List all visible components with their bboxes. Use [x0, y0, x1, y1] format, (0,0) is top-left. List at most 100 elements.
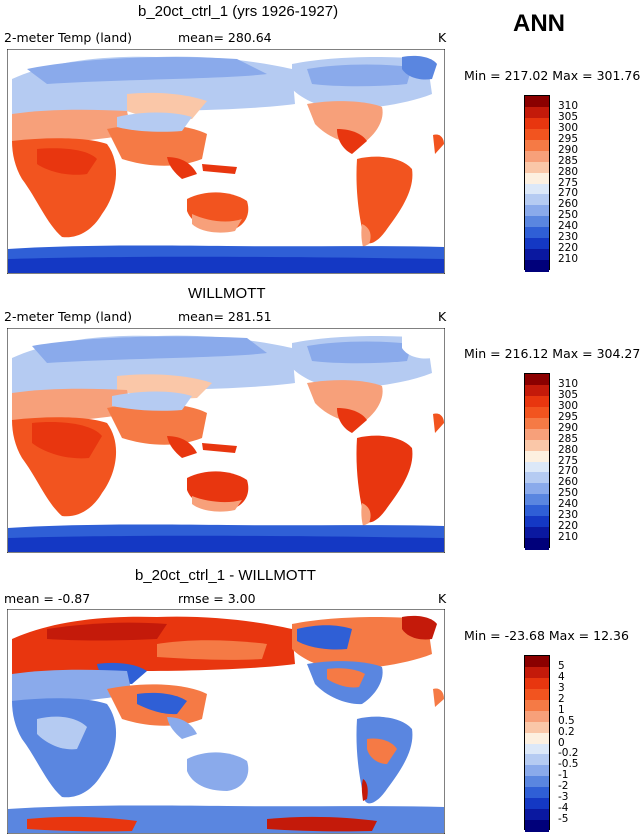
colorbar-swatch — [525, 428, 549, 441]
panel-1-colorbar — [524, 95, 550, 272]
colorbar-tick-label: 210 — [558, 531, 579, 544]
panel-1-map — [7, 49, 445, 274]
panel-1-variable-label: 2-meter Temp (land) — [4, 30, 133, 45]
colorbar-tick-label: 240 — [558, 498, 579, 511]
colorbar-tick-label: 0.5 — [558, 714, 575, 727]
colorbar-tick-label: 290 — [558, 143, 579, 156]
colorbar-swatch — [525, 238, 549, 250]
panel-3-colorbar-swatches — [524, 655, 550, 832]
colorbar-swatch — [525, 743, 549, 755]
colorbar-tick-label: 275 — [558, 176, 579, 189]
panel-3-mean-label: mean = -0.87 — [4, 591, 91, 606]
colorbar-tick-label: 230 — [558, 231, 579, 244]
colorbar-tick-label: 260 — [558, 476, 579, 489]
colorbar-swatch — [525, 754, 549, 766]
colorbar-swatch — [525, 666, 549, 679]
panel-2-variable-label: 2-meter Temp (land) — [4, 309, 133, 324]
colorbar-tick-label: 310 — [558, 99, 579, 112]
colorbar-tick-label: 0.2 — [558, 725, 575, 738]
panel-2-colorbar-swatches — [524, 373, 550, 550]
colorbar-tick-label: 5 — [558, 659, 565, 672]
colorbar-tick-label: 280 — [558, 443, 579, 456]
colorbar-swatch — [525, 820, 549, 832]
colorbar-swatch — [525, 139, 549, 152]
colorbar-tick-label: 300 — [558, 399, 579, 412]
colorbar-swatch — [525, 150, 549, 163]
colorbar-swatch — [525, 776, 549, 788]
colorbar-swatch — [525, 384, 549, 397]
colorbar-swatch — [525, 439, 549, 452]
panel-3-colorbar — [524, 655, 550, 832]
colorbar-swatch — [525, 798, 549, 810]
colorbar-tick-label: 295 — [558, 410, 579, 423]
panel-2-minmax: Min = 216.12 Max = 304.27 — [464, 346, 641, 361]
colorbar-swatch — [525, 161, 549, 174]
colorbar-tick-label: 250 — [558, 209, 579, 222]
colorbar-swatch — [525, 216, 549, 228]
panel-1-minmax: Min = 217.02 Max = 301.76 — [464, 68, 641, 83]
colorbar-swatch — [525, 677, 549, 690]
colorbar-tick-label: 0 — [558, 736, 565, 749]
colorbar-swatch — [525, 260, 549, 272]
colorbar-tick-label: 210 — [558, 253, 579, 266]
panel-3-map — [7, 609, 445, 834]
colorbar-swatch — [525, 505, 549, 517]
colorbar-tick-label: 240 — [558, 220, 579, 233]
colorbar-tick-label: -1 — [558, 769, 569, 782]
colorbar-swatch — [525, 374, 549, 386]
colorbar-swatch — [525, 527, 549, 539]
colorbar-swatch — [525, 194, 549, 206]
colorbar-tick-label: 220 — [558, 242, 579, 255]
colorbar-swatch — [525, 765, 549, 777]
colorbar-swatch — [525, 395, 549, 408]
colorbar-tick-label: 300 — [558, 121, 579, 134]
colorbar-tick-label: 285 — [558, 154, 579, 167]
colorbar-swatch — [525, 538, 549, 550]
colorbar-swatch — [525, 516, 549, 528]
colorbar-tick-label: 305 — [558, 110, 579, 123]
colorbar-tick-label: -0.5 — [558, 758, 579, 771]
colorbar-tick-label: 250 — [558, 487, 579, 500]
colorbar-swatch — [525, 699, 549, 712]
colorbar-swatch — [525, 461, 549, 473]
colorbar-swatch — [525, 688, 549, 701]
colorbar-tick-label: -5 — [558, 813, 569, 826]
panel-3-rmse-label: rmse = 3.00 — [178, 591, 256, 606]
colorbar-tick-label: 310 — [558, 377, 579, 390]
colorbar-tick-label: 2 — [558, 692, 565, 705]
colorbar-swatch — [525, 787, 549, 799]
colorbar-swatch — [525, 205, 549, 217]
panel-2-colorbar — [524, 373, 550, 550]
panel-2-mean-label: mean= 281.51 — [178, 309, 272, 324]
colorbar-tick-label: 230 — [558, 509, 579, 522]
colorbar-tick-label: 285 — [558, 432, 579, 445]
colorbar-swatch — [525, 128, 549, 141]
colorbar-tick-label: -2 — [558, 780, 569, 793]
colorbar-tick-label: 220 — [558, 520, 579, 533]
colorbar-swatch — [525, 483, 549, 495]
panel-1-colorbar-swatches — [524, 95, 550, 272]
colorbar-tick-label: -3 — [558, 791, 569, 804]
panel-1-title: b_20ct_ctrl_1 (yrs 1926-1927) — [138, 3, 339, 20]
colorbar-swatch — [525, 809, 549, 821]
panel-2-title: WILLMOTT — [188, 285, 266, 302]
colorbar-tick-label: 270 — [558, 187, 579, 200]
panel-1-mean-label: mean= 280.64 — [178, 30, 272, 45]
colorbar-tick-label: -4 — [558, 802, 569, 815]
colorbar-swatch — [525, 472, 549, 484]
colorbar-swatch — [525, 450, 549, 462]
colorbar-swatch — [525, 732, 549, 744]
colorbar-swatch — [525, 183, 549, 195]
panel-3-minmax: Min = -23.68 Max = 12.36 — [464, 628, 629, 643]
colorbar-swatch — [525, 117, 549, 130]
panel-1-units: K — [438, 30, 447, 45]
panel-3-units: K — [438, 591, 447, 606]
colorbar-swatch — [525, 494, 549, 506]
colorbar-tick-label: 290 — [558, 421, 579, 434]
panel-2-map — [7, 328, 445, 553]
colorbar-swatch — [525, 106, 549, 119]
colorbar-tick-label: 260 — [558, 198, 579, 211]
colorbar-swatch — [525, 721, 549, 734]
colorbar-tick-label: 275 — [558, 454, 579, 467]
colorbar-tick-label: 305 — [558, 388, 579, 401]
